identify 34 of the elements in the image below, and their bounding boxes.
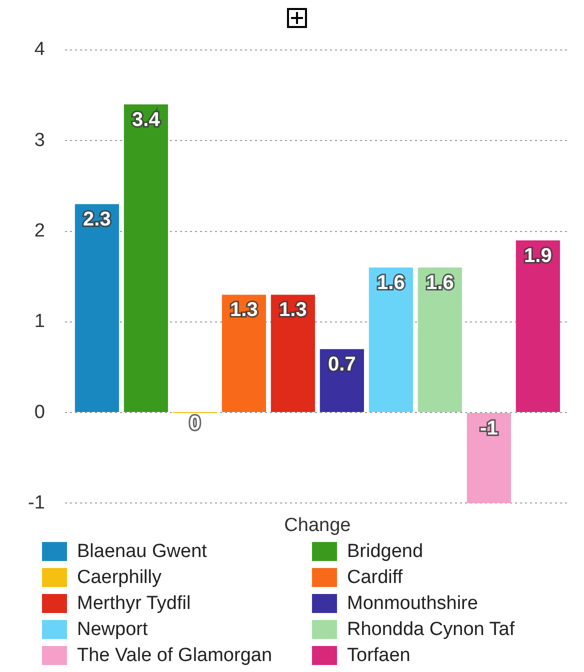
y-tick-label: -1 [28, 492, 45, 514]
bar [222, 294, 266, 412]
data-label: 3.4 [132, 108, 161, 131]
data-label: 0.7 [328, 354, 356, 376]
y-tick-label: 1 [34, 311, 45, 332]
y-tick-label: 2 [34, 220, 45, 242]
data-label: 1.6 [426, 272, 454, 294]
bar [368, 268, 413, 412]
legend-label: Blaenau Gwent [77, 540, 207, 562]
legend-label: Newport [77, 618, 148, 640]
data-label: 1.6 [377, 272, 405, 294]
bar [270, 294, 315, 412]
y-tick-label: 4 [34, 39, 46, 60]
bar [124, 104, 168, 412]
y-tick-label: 0 [34, 402, 45, 423]
legend-label: Merthyr Tydfil [77, 592, 191, 614]
data-label: 1.9 [524, 244, 552, 267]
data-label: -1 [480, 418, 498, 440]
data-label: 2.3 [83, 208, 111, 231]
data-label: 1.3 [230, 299, 258, 322]
legend-label: The Vale of Glamorgan [77, 644, 272, 666]
legend-label: Bridgend [347, 540, 424, 562]
legend-label: Torfaen [347, 644, 410, 666]
x-tick-label: Change [284, 514, 351, 536]
legend-label: Cardiff [347, 566, 403, 588]
legend-label: Caerphilly [77, 566, 162, 588]
bar [418, 268, 462, 412]
y-tick-label: 3 [34, 130, 45, 151]
bar [466, 413, 511, 504]
data-label: 1.3 [279, 299, 307, 322]
legend-label: Monmouthshire [347, 592, 478, 614]
legend-label: Rhondda Cynon Taf [347, 618, 515, 640]
bar [74, 204, 120, 412]
bar [516, 240, 560, 412]
